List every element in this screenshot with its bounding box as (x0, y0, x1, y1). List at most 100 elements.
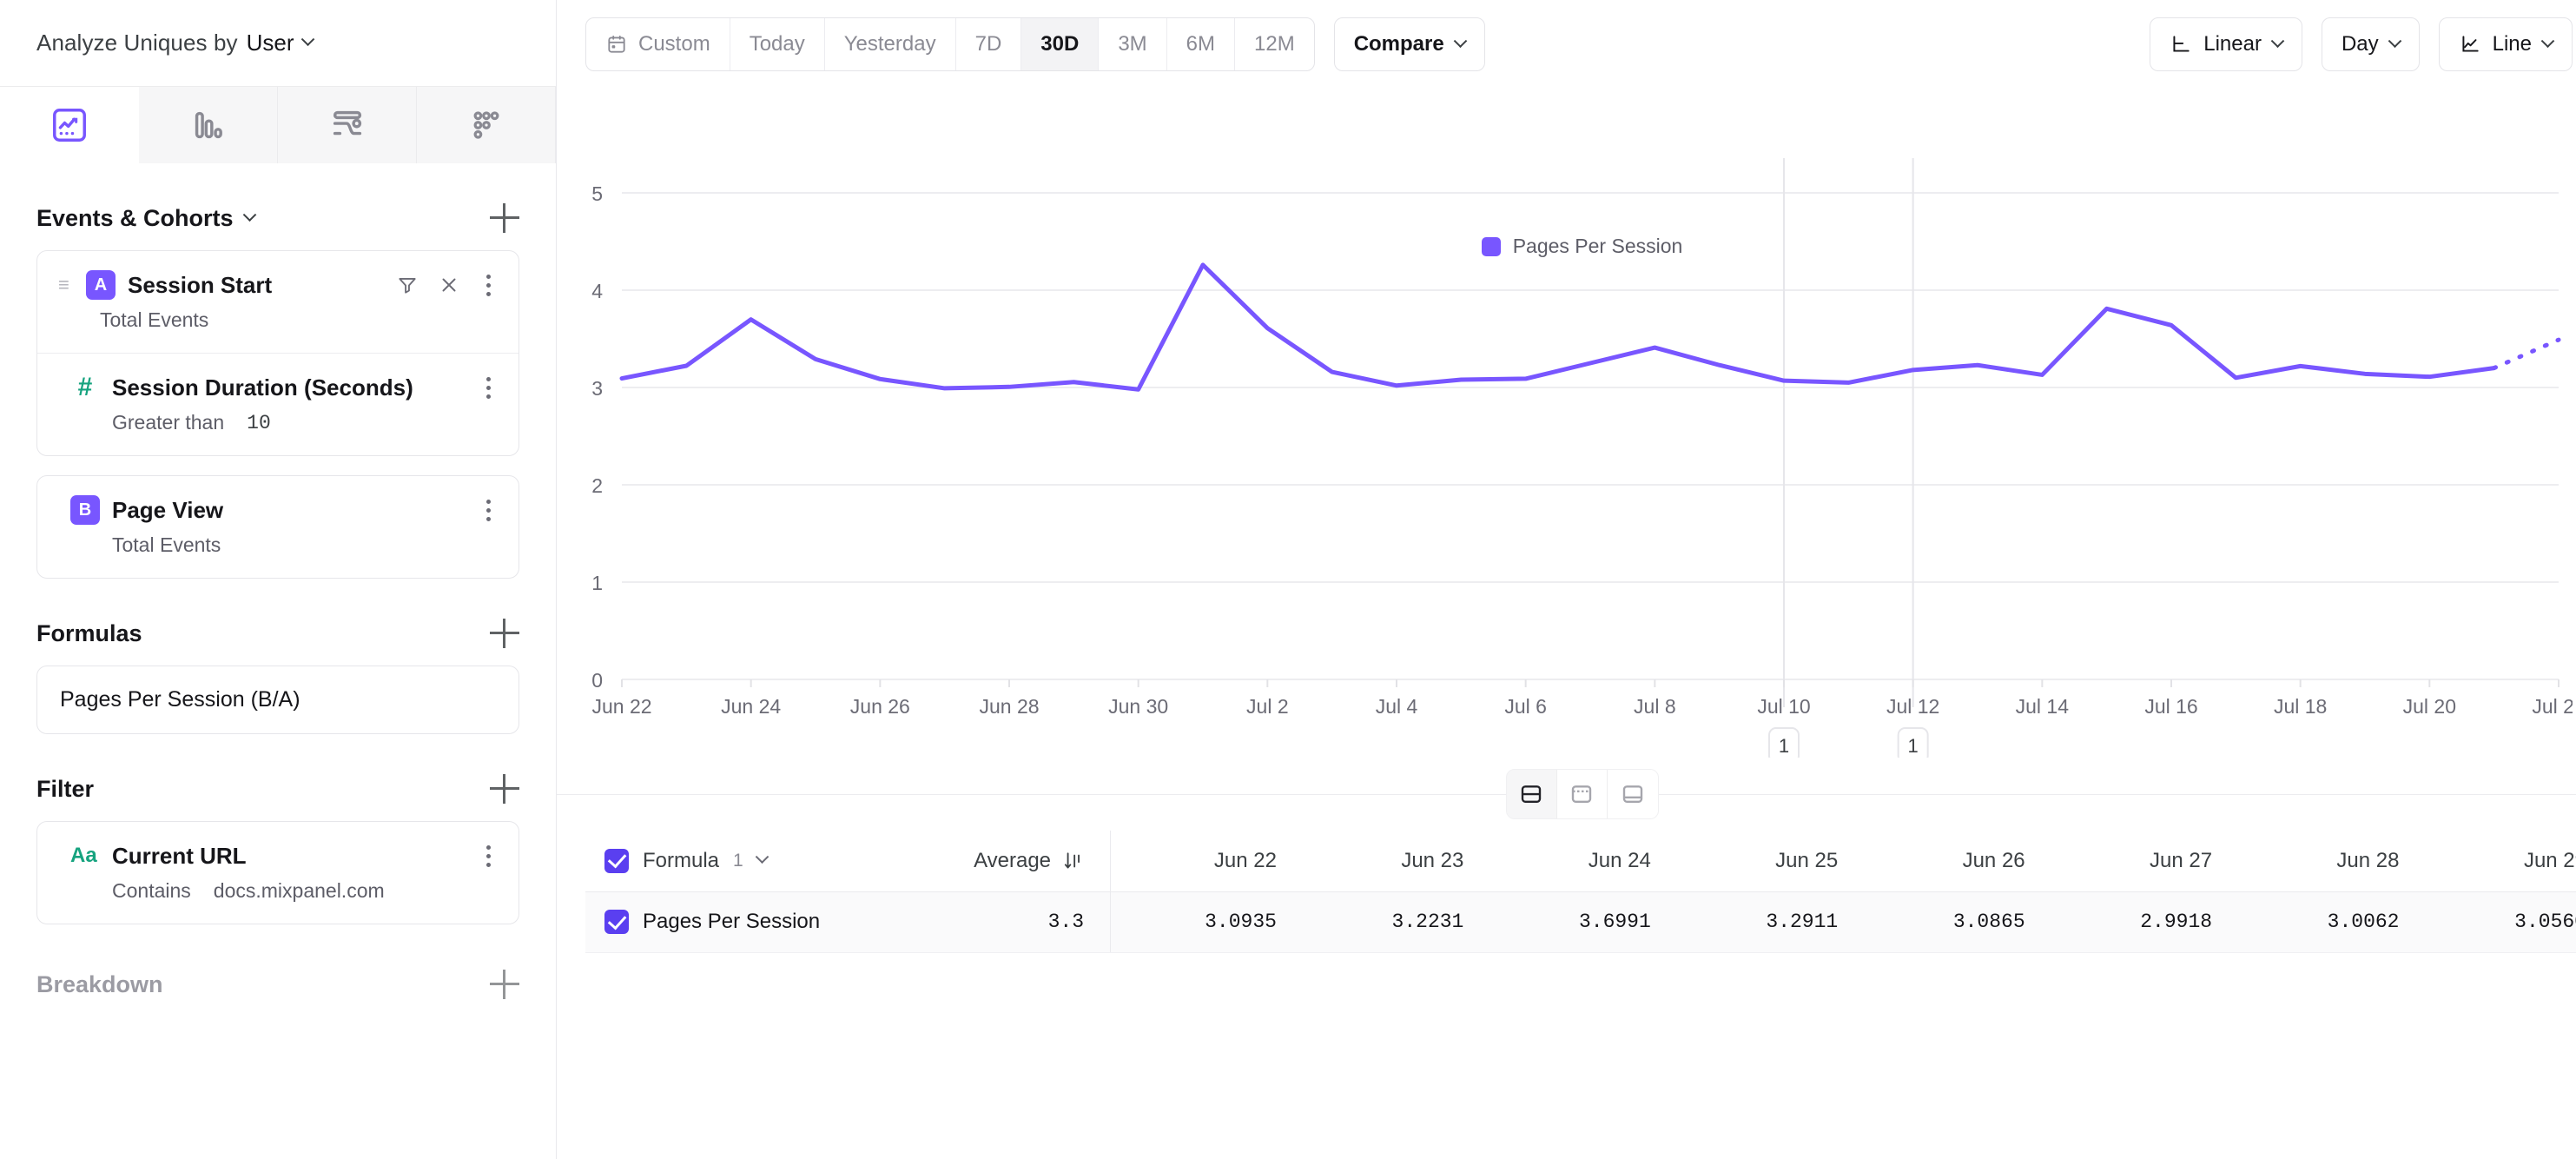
filter-condition: Contains docs.mixpanel.com (37, 871, 519, 924)
card-divider (37, 353, 519, 354)
chart-type-label: Line (2492, 32, 2532, 56)
column-header-date[interactable]: Jun 27 (2045, 831, 2234, 892)
table-header-row: Formula 1 Average (585, 831, 2576, 892)
chevron-down-icon[interactable] (755, 850, 769, 864)
filter-operator[interactable]: Contains (112, 879, 191, 902)
formula-item[interactable]: Pages Per Session (B/A) (36, 666, 519, 734)
x-axis-tick-label: Jul 10 (1757, 695, 1810, 718)
filter-icon[interactable] (396, 274, 419, 296)
select-all-checkbox[interactable] (604, 848, 629, 873)
interval-dropdown[interactable]: Day (2321, 17, 2420, 71)
drag-handle-icon[interactable]: ≡ (58, 274, 69, 295)
column-header-date[interactable]: Jun 24 (1484, 831, 1672, 892)
event-property-operator[interactable]: Greater than (112, 411, 225, 434)
chevron-down-icon (242, 207, 256, 222)
column-header-date[interactable]: Jun 26 (1859, 831, 2046, 892)
annotation-marker (1897, 727, 1929, 758)
tab-funnels[interactable] (139, 87, 278, 163)
group-label: Formula (643, 848, 720, 872)
date-range-custom[interactable]: Custom (586, 18, 730, 70)
event-property-condition: Greater than 10 (37, 402, 519, 455)
layout-split-view-button[interactable] (1506, 770, 1557, 818)
events-section-title-wrap[interactable]: Events & Cohorts (36, 204, 256, 232)
date-range-yesterday[interactable]: Yesterday (825, 18, 956, 70)
data-table: Formula 1 Average (585, 831, 2576, 953)
column-header-group: Formula 1 (585, 831, 901, 892)
column-header-date[interactable]: Jun 23 (1297, 831, 1485, 892)
filter-section-title: Filter (36, 775, 95, 802)
add-breakdown-button[interactable] (490, 970, 519, 999)
date-range-12m[interactable]: 12M (1254, 32, 1295, 56)
date-range-7d[interactable]: 7D (956, 18, 1022, 70)
tab-insights[interactable] (0, 87, 139, 163)
scale-dropdown[interactable]: Linear (2150, 17, 2302, 71)
date-range-today[interactable]: Today (730, 18, 825, 70)
event-property-name[interactable]: Session Duration (Seconds) (112, 374, 413, 401)
formulas-section-title: Formulas (36, 619, 142, 646)
average-label: Average (974, 848, 1052, 872)
legend-label: Pages Per Session (1512, 235, 1683, 257)
chart-toolbar: Custom Today Yesterday 7D 30D 3M 6M 12M … (557, 0, 2576, 89)
line-chart-svg[interactable]: 0 1 2 3 4 5 1 1 Jun 22 Jun 24 Jun 26 Jun 28 Jun 30 Ju… (557, 89, 2573, 758)
table-only-icon (1622, 785, 1642, 803)
y-axis-tick-label: 3 (591, 377, 603, 400)
tab-flows[interactable] (278, 87, 417, 163)
column-header-average[interactable]: Average (900, 831, 1112, 892)
event-more-menu[interactable] (479, 271, 498, 300)
left-sidebar: Analyze Uniques by User (0, 0, 557, 1159)
date-range-6m[interactable]: 6M (1167, 18, 1235, 70)
tab-retention[interactable] (417, 87, 556, 163)
event-card-b: B Page View Total Events (36, 475, 519, 579)
compare-button[interactable]: Compare (1333, 17, 1485, 71)
x-axis-tick-label: Jul 12 (1886, 695, 1939, 718)
filter-value[interactable]: docs.mixpanel.com (213, 879, 385, 902)
row-checkbox[interactable] (604, 910, 629, 934)
layout-toggle-group (1505, 769, 1659, 819)
events-section-title: Events & Cohorts (36, 204, 234, 231)
table-row: Pages Per Session 3.3 3.0935 3.2231 3.69… (585, 891, 2576, 953)
flows-icon (333, 110, 361, 136)
date-range-selector: Custom Today Yesterday 7D 30D 3M 6M 12M (585, 17, 1315, 71)
x-axis-tick-label: Jun 28 (979, 695, 1039, 718)
x-axis-tick-label: Jul 18 (2274, 695, 2327, 718)
add-filter-button[interactable] (490, 774, 519, 804)
x-axis-tick-label: Jul 16 (2144, 695, 2197, 718)
report-type-tabbar (0, 87, 556, 163)
analyze-by-dropdown[interactable]: User (247, 30, 314, 56)
split-view-icon (1521, 785, 1542, 803)
chevron-down-icon (2270, 33, 2285, 48)
add-formula-button[interactable] (490, 619, 519, 648)
chevron-down-icon (2540, 33, 2555, 48)
event-name[interactable]: Session Start (128, 271, 273, 298)
event-name[interactable]: Page View (112, 496, 224, 523)
filter-more-menu[interactable] (479, 842, 498, 871)
series-projection-line (2492, 337, 2561, 371)
event-property-more-menu[interactable] (479, 374, 498, 402)
add-event-button[interactable] (490, 203, 519, 233)
row-value-cell: 3.0935 (1110, 891, 1298, 953)
date-range-30d[interactable]: 30D (1021, 18, 1100, 70)
row-label: Pages Per Session (643, 910, 821, 933)
main-panel: Custom Today Yesterday 7D 30D 3M 6M 12M … (557, 0, 2576, 1159)
event-row-session-start: ≡ A Session Start (37, 251, 519, 300)
layout-table-only-button[interactable] (1607, 770, 1658, 818)
column-header-date[interactable]: Jun 28 (2233, 831, 2421, 892)
date-range-3m[interactable]: 3M (1099, 18, 1167, 70)
column-header-date[interactable]: Jun 22 (1110, 831, 1298, 892)
row-value-cell: 3.0560 (2420, 891, 2576, 953)
event-row-page-view: B Page View (37, 476, 519, 525)
chart-type-dropdown[interactable]: Line (2438, 17, 2573, 71)
row-value-cell: 3.6991 (1484, 891, 1672, 953)
x-axis-tick-label: Jun 26 (850, 695, 910, 718)
calendar-icon (608, 35, 625, 53)
event-more-menu[interactable] (479, 496, 498, 525)
analyze-uniques-bar: Analyze Uniques by User (0, 0, 556, 87)
x-axis-tick-label: Jul 4 (1376, 695, 1418, 718)
layout-chart-only-button[interactable] (1556, 770, 1608, 818)
event-measure-label: Total Events (112, 533, 221, 556)
column-header-date[interactable]: Jun 29 (2420, 831, 2576, 892)
filter-property-name[interactable]: Current URL (112, 842, 247, 869)
event-property-value[interactable]: 10 (247, 411, 271, 434)
column-header-date[interactable]: Jun 25 (1671, 831, 1859, 892)
close-icon[interactable] (438, 274, 460, 296)
